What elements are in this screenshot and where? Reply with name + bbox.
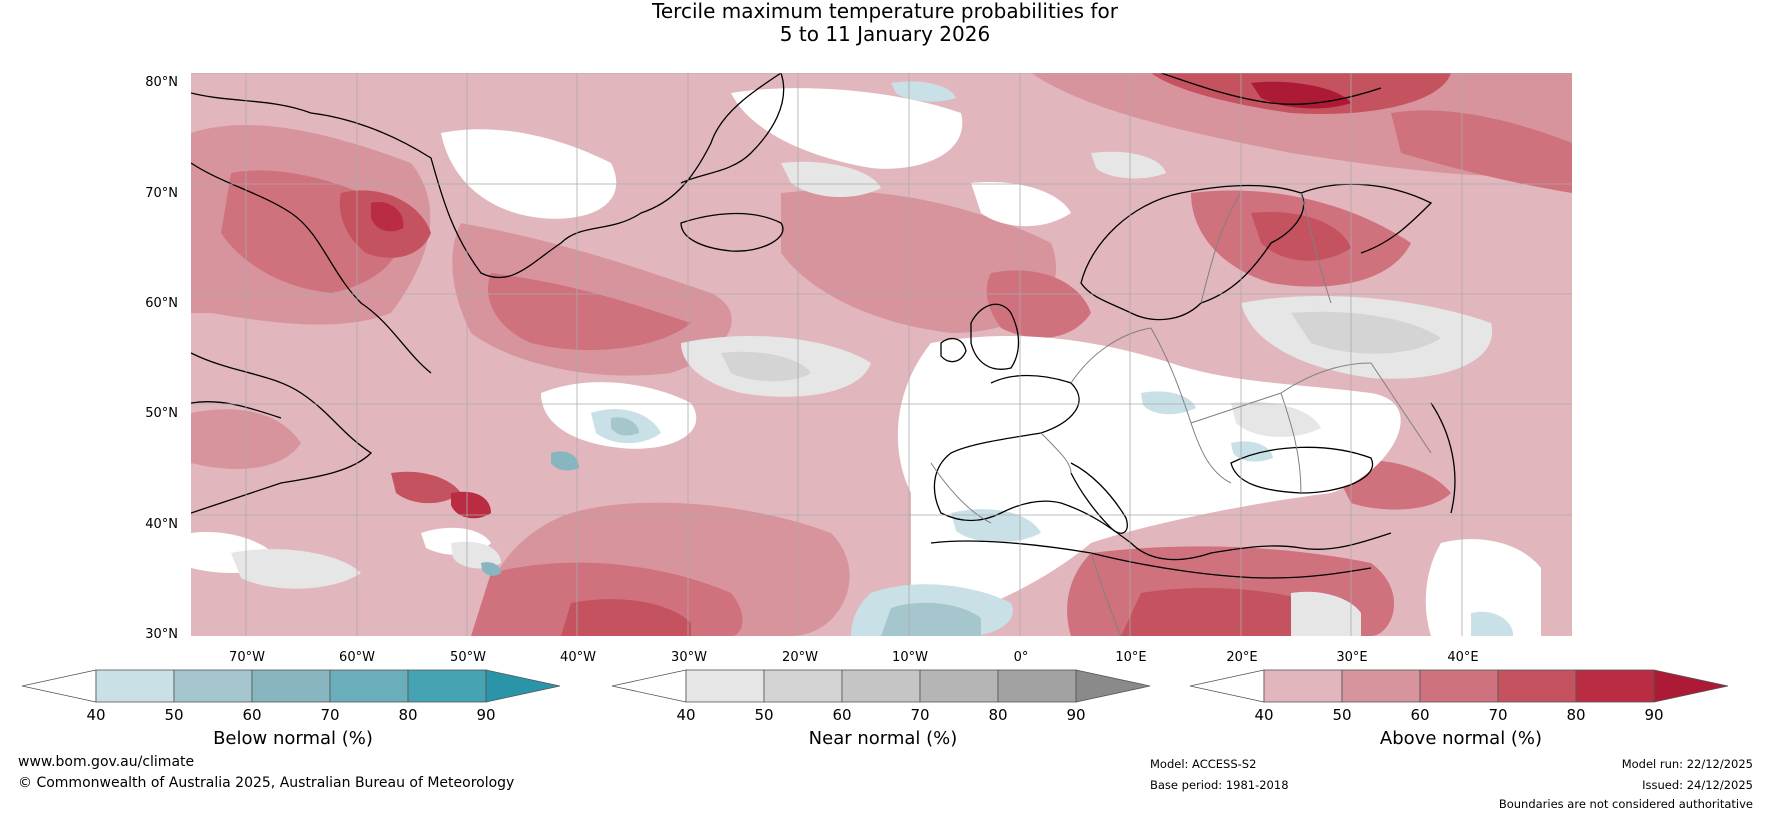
near-tick-50: 50: [754, 706, 774, 724]
colorbar-above-normal: [1189, 669, 1729, 703]
near-tick-90: 90: [1066, 706, 1086, 724]
below-tick-90: 90: [476, 706, 496, 724]
lon-label-40w: 40°W: [560, 650, 596, 665]
above-colorbar-segment-4: [1497, 669, 1577, 703]
above-colorbar-segment-1: [1263, 669, 1343, 703]
lon-label-20w: 20°W: [782, 650, 818, 665]
above-colorbar-arrow-high: [1653, 669, 1729, 703]
graticule: [191, 73, 1572, 636]
lat-label-30n: 30°N: [145, 627, 178, 642]
legend-below-title: Below normal (%): [213, 728, 373, 749]
above-colorbar-segment-3: [1419, 669, 1499, 703]
below-colorbar-segment-2: [173, 669, 253, 703]
near-tick-40: 40: [676, 706, 696, 724]
map-title-line2: 5 to 11 January 2026: [779, 22, 991, 46]
lon-label-40e: 40°E: [1447, 650, 1479, 665]
lon-label-0: 0°: [1013, 650, 1029, 665]
below-colorbar-segment-1: [95, 669, 175, 703]
near-colorbar-arrow-low: [611, 669, 687, 703]
near-colorbar-segment-5: [997, 669, 1077, 703]
below-tick-80: 80: [398, 706, 418, 724]
footer-model: Model: ACCESS-S2: [1150, 757, 1257, 771]
above-tick-50: 50: [1332, 706, 1352, 724]
lat-label-60n: 60°N: [145, 296, 178, 311]
near-colorbar-arrow-high: [1075, 669, 1151, 703]
near-tick-70: 70: [910, 706, 930, 724]
below-colorbar-segment-3: [251, 669, 331, 703]
above-colorbar-arrow-low: [1189, 669, 1265, 703]
above-colorbar-segment-2: [1341, 669, 1421, 703]
footer-base-period: Base period: 1981-2018: [1150, 778, 1289, 792]
lat-label-40n: 40°N: [145, 517, 178, 532]
footer-disclaimer: Boundaries are not considered authoritat…: [1498, 797, 1753, 811]
below-tick-70: 70: [320, 706, 340, 724]
above-tick-60: 60: [1410, 706, 1430, 724]
above-tick-90: 90: [1644, 706, 1664, 724]
below-tick-40: 40: [86, 706, 106, 724]
lon-label-30e: 30°E: [1336, 650, 1368, 665]
lon-label-50w: 50°W: [450, 650, 486, 665]
near-colorbar-segment-4: [919, 669, 999, 703]
above-tick-40: 40: [1254, 706, 1274, 724]
lon-label-10e: 10°E: [1115, 650, 1147, 665]
legend-near-title: Near normal (%): [808, 728, 958, 749]
near-tick-60: 60: [832, 706, 852, 724]
near-colorbar-segment-3: [841, 669, 921, 703]
lon-label-60w: 60°W: [339, 650, 375, 665]
near-colorbar-segment-1: [685, 669, 765, 703]
map-title: Tercile maximum temperature probabilitie…: [0, 0, 1770, 46]
above-tick-80: 80: [1566, 706, 1586, 724]
footer-copyright: © Commonwealth of Australia 2025, Austra…: [18, 775, 515, 791]
map-title-line1: Tercile maximum temperature probabilitie…: [652, 0, 1118, 23]
above-colorbar-segment-5: [1575, 669, 1655, 703]
below-normal-regions: [481, 81, 1513, 636]
lat-label-70n: 70°N: [145, 186, 178, 201]
above-normal-regions: [191, 73, 1572, 636]
lon-label-70w: 70°W: [229, 650, 265, 665]
footer-website-link[interactable]: www.bom.gov.au/climate: [18, 754, 195, 770]
lat-label-50n: 50°N: [145, 406, 178, 421]
footer-issued: Issued: 24/12/2025: [1642, 778, 1753, 792]
country-borders: [930, 192, 1432, 636]
below-colorbar-arrow-high: [485, 669, 561, 703]
lon-label-20e: 20°E: [1226, 650, 1258, 665]
probability-map: [191, 73, 1572, 636]
footer-model-run: Model run: 22/12/2025: [1621, 757, 1753, 771]
lat-label-80n: 80°N: [145, 75, 178, 90]
colorbar-near-normal: [611, 669, 1151, 703]
above-tick-70: 70: [1488, 706, 1508, 724]
legend-above-title: Above normal (%): [1379, 728, 1543, 749]
coastlines: [191, 73, 1456, 579]
below-colorbar-segment-5: [407, 669, 487, 703]
below-colorbar-segment-4: [329, 669, 409, 703]
near-tick-80: 80: [988, 706, 1008, 724]
lon-label-30w: 30°W: [671, 650, 707, 665]
colorbar-below-normal: [21, 669, 561, 703]
below-tick-50: 50: [164, 706, 184, 724]
near-normal-regions: [231, 151, 1493, 636]
below-tick-60: 60: [242, 706, 262, 724]
lon-label-10w: 10°W: [892, 650, 928, 665]
near-colorbar-segment-2: [763, 669, 843, 703]
below-colorbar-arrow-low: [21, 669, 97, 703]
